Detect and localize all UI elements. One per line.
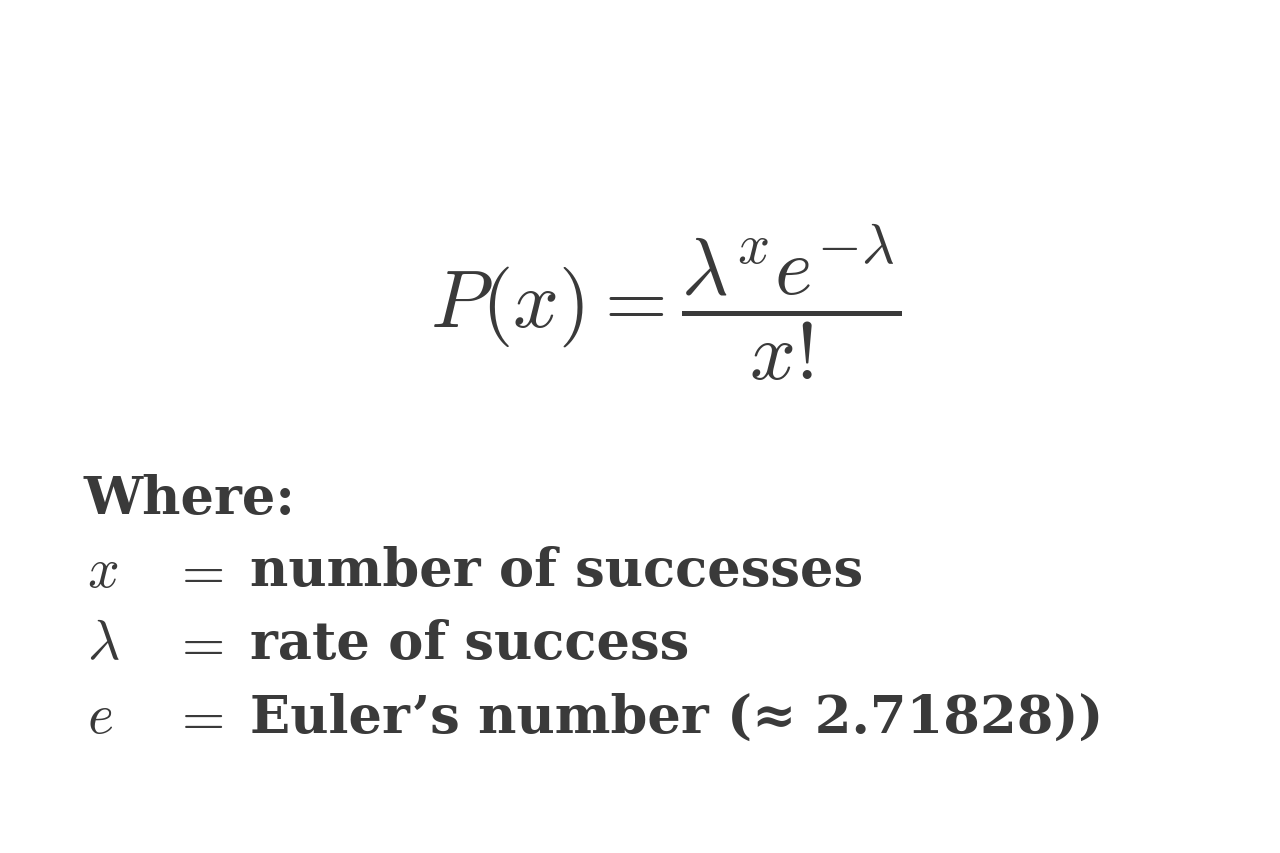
Text: $e$: $e$ <box>87 690 113 745</box>
Bar <box>643 792 658 794</box>
Text: number of successes: number of successes <box>250 545 863 596</box>
Text: $x$: $x$ <box>87 544 118 598</box>
Text: $=$: $=$ <box>173 544 224 598</box>
Text: www.inchcalculator.com: www.inchcalculator.com <box>506 815 774 835</box>
Bar <box>643 791 658 792</box>
Text: rate of success: rate of success <box>250 618 689 669</box>
Text: $P(x) = \dfrac{\lambda^x e^{-\lambda}}{x!}$: $P(x) = \dfrac{\lambda^x e^{-\lambda}}{x… <box>430 222 901 383</box>
Text: $\lambda$: $\lambda$ <box>87 617 119 670</box>
Bar <box>623 791 639 792</box>
Text: Where:: Where: <box>83 473 296 524</box>
Text: Poisson Distribution Formula: Poisson Distribution Formula <box>86 41 1194 117</box>
Text: Euler’s number (≈ 2.71828)): Euler’s number (≈ 2.71828)) <box>250 692 1103 743</box>
Text: $=$: $=$ <box>173 690 224 745</box>
Bar <box>623 792 639 794</box>
Text: $=$: $=$ <box>173 617 224 670</box>
